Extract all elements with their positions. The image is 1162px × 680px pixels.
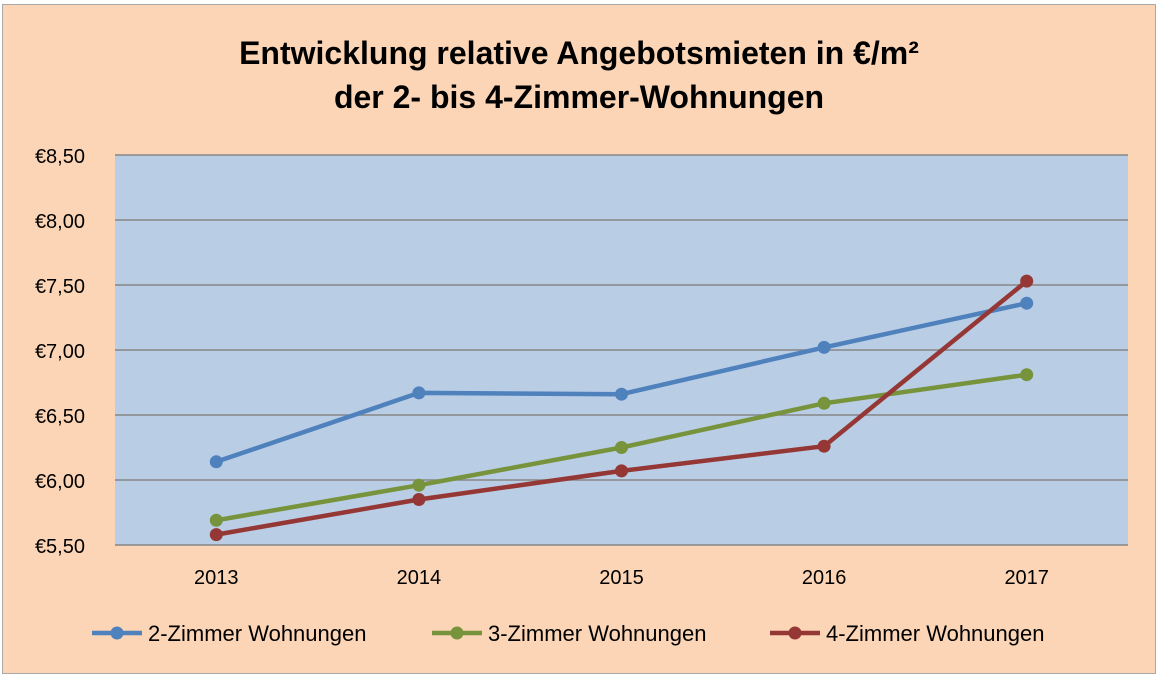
data-point	[817, 439, 831, 453]
data-point	[615, 464, 628, 478]
y-tick-label: €6,50	[35, 406, 85, 428]
data-point	[817, 396, 831, 410]
y-tick-label: €6,00	[35, 471, 85, 493]
chart-title: Entwicklung relative Angebotsmieten in €…	[3, 31, 1155, 119]
x-tick-label: 2013	[194, 567, 239, 589]
data-point	[209, 528, 223, 542]
data-point	[209, 455, 223, 469]
y-tick-label: €8,50	[35, 146, 85, 168]
data-point	[1020, 368, 1034, 382]
x-tick-label: 2017	[1004, 567, 1049, 589]
x-axis-labels: 2013 2014 2015 2016 2017	[194, 567, 1049, 589]
data-point	[817, 340, 831, 354]
data-point	[1020, 274, 1034, 288]
legend-label: 2-Zimmer Wohnungen	[148, 621, 366, 646]
data-point	[412, 493, 426, 506]
legend-marker	[788, 626, 802, 640]
y-tick-label: €8,00	[35, 211, 85, 233]
data-point	[209, 513, 223, 527]
legend-marker	[110, 626, 124, 640]
data-point	[412, 478, 426, 492]
data-point	[412, 386, 426, 400]
data-point	[1020, 296, 1034, 310]
chart-title-line-1: Entwicklung relative Angebotsmieten in €…	[239, 35, 919, 71]
x-tick-label: 2014	[397, 567, 442, 589]
x-tick-label: 2016	[802, 567, 847, 589]
data-point	[615, 441, 628, 454]
gridlines	[115, 154, 1128, 546]
series-points	[209, 274, 1034, 542]
y-tick-label: €7,00	[35, 341, 85, 363]
y-tick-label: €7,50	[35, 276, 85, 298]
y-tick-label: €5,50	[35, 536, 85, 558]
x-tick-label: 2015	[599, 567, 644, 589]
legend-label: 4-Zimmer Wohnungen	[826, 621, 1044, 646]
chart-title-line-2: der 2- bis 4-Zimmer-Wohnungen	[333, 79, 825, 115]
y-axis-labels: €5,50 €6,00 €6,50 €7,00 €7,50 €8,00 €8,50	[35, 146, 85, 558]
legend: 2-Zimmer Wohnungen 3-Zimmer Wohnungen 4-Zi…	[92, 621, 1044, 646]
data-point	[615, 387, 628, 401]
legend-marker	[450, 626, 464, 640]
legend-label: 3-Zimmer Wohnungen	[488, 621, 706, 646]
